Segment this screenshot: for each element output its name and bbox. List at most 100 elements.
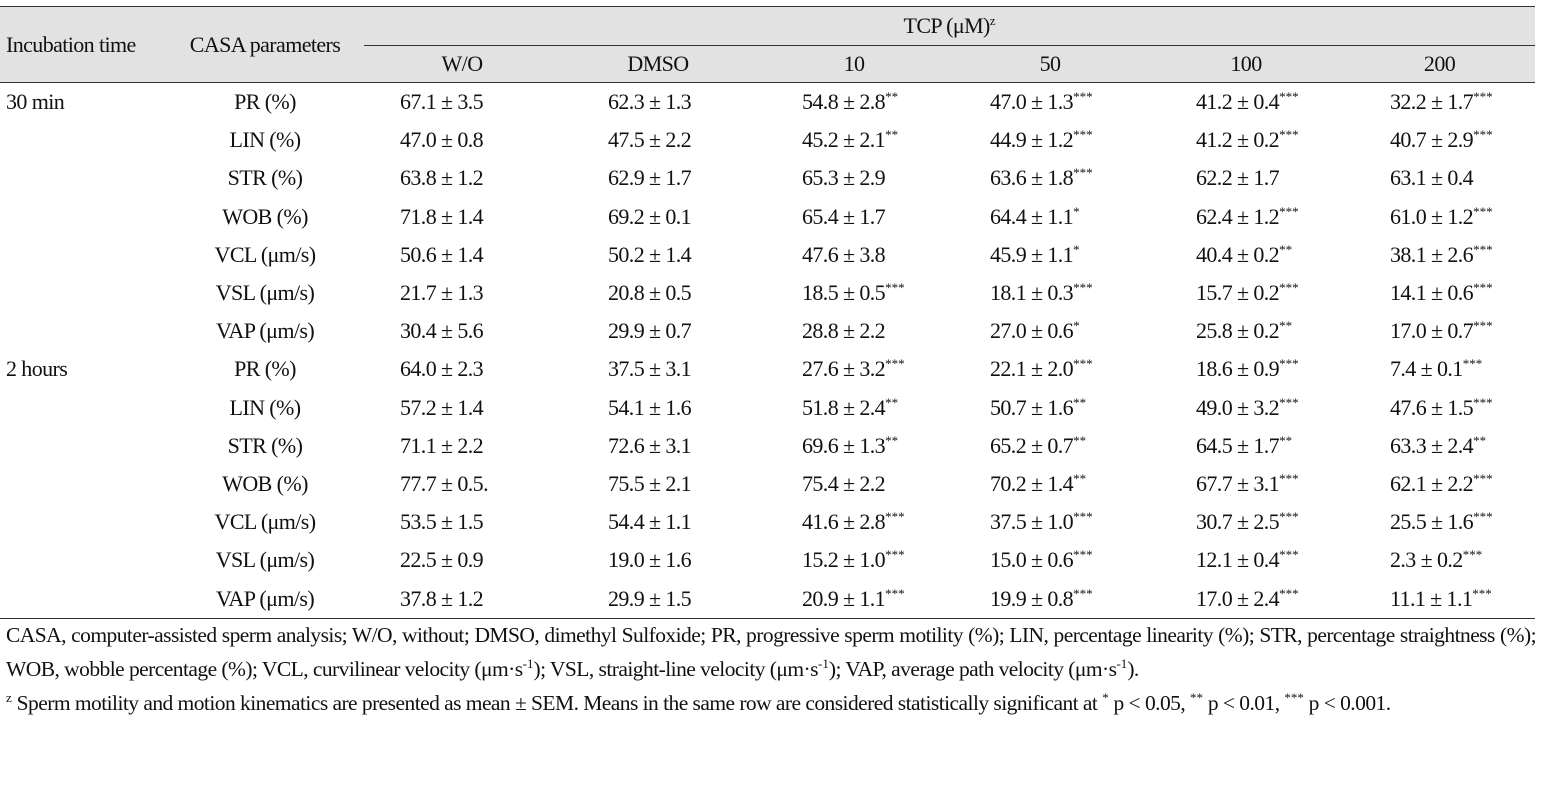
value-cell: 15.7 ± 0.2*** — [1148, 274, 1344, 312]
mean-sem-value: 41.6 ± 2.8 — [802, 509, 886, 535]
mean-sem-value: 63.1 ± 0.4 — [1390, 165, 1474, 191]
parameter-cell: VSL (μm/s) — [215, 547, 315, 573]
mean-sem-value: 27.6 ± 3.2 — [802, 356, 886, 382]
incubation-time-cell — [0, 236, 166, 274]
value-cell: 61.0 ± 1.2*** — [1344, 198, 1535, 236]
incubation-time-cell — [0, 121, 166, 159]
significance-marker: * — [1073, 318, 1080, 334]
mean-sem-value: 54.1 ± 1.6 — [608, 394, 692, 420]
table-row: STR (%) 71.1 ± 2.2 72.6 ± 3.1 69.6 ± 1.3** 6… — [0, 427, 1535, 465]
incubation-time-cell — [0, 541, 166, 579]
mean-sem-value: 20.9 ± 1.1 — [802, 585, 886, 611]
significance-marker: ** — [885, 432, 899, 448]
mean-sem-value: 27.0 ± 0.6 — [990, 318, 1074, 344]
value-cell: 53.5 ± 1.5 — [364, 503, 560, 541]
incubation-time-cell — [0, 198, 166, 236]
significance-marker: *** — [1073, 165, 1093, 181]
mean-sem-value: 41.2 ± 0.2 — [1196, 127, 1280, 153]
mean-sem-value: 54.8 ± 2.8 — [802, 89, 886, 115]
mean-sem-value: 2.3 ± 0.2 — [1390, 547, 1463, 573]
mean-sem-value: 37.8 ± 1.2 — [400, 585, 484, 611]
value-cell: 65.4 ± 1.7 — [756, 198, 952, 236]
significance-marker: ** — [885, 89, 899, 105]
value-cell: 30.4 ± 5.6 — [364, 312, 560, 350]
value-cell: 64.5 ± 1.7** — [1148, 427, 1344, 465]
table-row: VAP (μm/s) 37.8 ± 1.2 29.9 ± 1.5 20.9 ± 1.1… — [0, 579, 1535, 618]
value-cell: 62.1 ± 2.2*** — [1344, 465, 1535, 503]
mean-sem-value: 62.2 ± 1.7 — [1196, 165, 1280, 191]
significance-marker: *** — [1279, 585, 1299, 601]
significance-marker: *** — [1473, 470, 1493, 486]
mean-sem-value: 19.0 ± 1.6 — [608, 547, 692, 573]
mean-sem-value: 15.7 ± 0.2 — [1196, 280, 1280, 306]
incubation-time-cell: 2 hours — [6, 356, 68, 382]
mean-sem-value: 64.4 ± 1.1 — [990, 203, 1074, 229]
mean-sem-value: 53.5 ± 1.5 — [400, 509, 484, 535]
incubation-time-cell — [0, 159, 166, 197]
significance-marker: *** — [1073, 585, 1093, 601]
parameter-cell: WOB (%) — [222, 470, 308, 496]
mean-sem-value: 63.3 ± 2.4 — [1390, 432, 1474, 458]
table-row: VSL (μm/s) 21.7 ± 1.3 20.8 ± 0.5 18.5 ± 0.5… — [0, 274, 1535, 312]
significance-marker: ** — [885, 394, 899, 410]
mean-sem-value: 44.9 ± 1.2 — [990, 127, 1074, 153]
mean-sem-value: 30.7 ± 2.5 — [1196, 509, 1280, 535]
mean-sem-value: 18.6 ± 0.9 — [1196, 356, 1280, 382]
mean-sem-value: 19.9 ± 0.8 — [990, 585, 1074, 611]
value-cell: 45.9 ± 1.1* — [952, 236, 1148, 274]
value-cell: 47.6 ± 1.5*** — [1344, 389, 1535, 427]
mean-sem-value: 54.4 ± 1.1 — [608, 509, 692, 535]
parameter-cell: VAP (μm/s) — [215, 318, 315, 344]
value-cell: 65.2 ± 0.7** — [952, 427, 1148, 465]
significance-marker: *** — [1279, 89, 1299, 105]
value-cell: 41.6 ± 2.8*** — [756, 503, 952, 541]
value-cell: 40.4 ± 0.2** — [1148, 236, 1344, 274]
mean-sem-value: 57.2 ± 1.4 — [400, 394, 484, 420]
significance-marker: ** — [1279, 318, 1293, 334]
mean-sem-value: 17.0 ± 2.4 — [1196, 585, 1280, 611]
mean-sem-value: 67.7 ± 3.1 — [1196, 470, 1280, 496]
mean-sem-value: 11.1 ± 1.1 — [1390, 585, 1473, 611]
significance-marker: *** — [1473, 394, 1493, 410]
significance-marker: *** — [1473, 280, 1493, 296]
value-cell: 50.2 ± 1.4 — [560, 236, 756, 274]
value-cell: 11.1 ± 1.1*** — [1344, 579, 1535, 618]
mean-sem-value: 65.2 ± 0.7 — [990, 432, 1074, 458]
value-cell: 41.2 ± 0.4*** — [1148, 83, 1344, 122]
value-cell: 15.0 ± 0.6*** — [952, 541, 1148, 579]
value-cell: 62.3 ± 1.3 — [560, 83, 756, 122]
table-row: VSL (μm/s) 22.5 ± 0.9 19.0 ± 1.6 15.2 ± 1.0… — [0, 541, 1535, 579]
value-cell: 47.6 ± 3.8 — [756, 236, 952, 274]
significance-marker: *** — [1473, 241, 1493, 257]
table-body: 30 min PR (%) 67.1 ± 3.5 62.3 ± 1.3 54.8 ± 2… — [0, 83, 1536, 619]
parameter-cell: VAP (μm/s) — [215, 585, 315, 611]
value-cell: 30.7 ± 2.5*** — [1148, 503, 1344, 541]
value-cell: 70.2 ± 1.4** — [952, 465, 1148, 503]
significance-marker: *** — [1279, 203, 1299, 219]
value-cell: 32.2 ± 1.7*** — [1344, 83, 1535, 122]
table-row: VAP (μm/s) 30.4 ± 5.6 29.9 ± 0.7 28.8 ± 2.2… — [0, 312, 1535, 350]
significance-marker: *** — [1279, 470, 1299, 486]
value-cell: 18.6 ± 0.9*** — [1148, 350, 1344, 388]
significance-marker: *** — [1073, 127, 1093, 143]
mean-sem-value: 22.5 ± 0.9 — [400, 547, 484, 573]
abbreviations-note: CASA, computer-assisted sperm analysis; … — [6, 623, 1537, 681]
mean-sem-value: 17.0 ± 0.7 — [1390, 318, 1474, 344]
table-row: WOB (%) 77.7 ± 0.5. 75.5 ± 2.1 75.4 ± 2.2 70… — [0, 465, 1535, 503]
value-cell: 75.4 ± 2.2 — [756, 465, 952, 503]
value-cell: 47.5 ± 2.2 — [560, 121, 756, 159]
value-cell: 17.0 ± 0.7*** — [1344, 312, 1535, 350]
significance-marker: *** — [1279, 127, 1299, 143]
parameter-cell: STR (%) — [227, 165, 303, 191]
mean-sem-value: 41.2 ± 0.4 — [1196, 89, 1280, 115]
incubation-time-cell — [0, 389, 166, 427]
parameter-cell: VCL (μm/s) — [214, 509, 317, 535]
casa-parameters-header: CASA parameters — [166, 6, 364, 83]
value-cell: 72.6 ± 3.1 — [560, 427, 756, 465]
value-cell: 67.7 ± 3.1*** — [1148, 465, 1344, 503]
significance-marker: *** — [885, 585, 905, 601]
value-cell: 54.4 ± 1.1 — [560, 503, 756, 541]
mean-sem-value: 40.4 ± 0.2 — [1196, 241, 1280, 267]
value-cell: 37.5 ± 1.0*** — [952, 503, 1148, 541]
mean-sem-value: 47.0 ± 0.8 — [400, 127, 484, 153]
